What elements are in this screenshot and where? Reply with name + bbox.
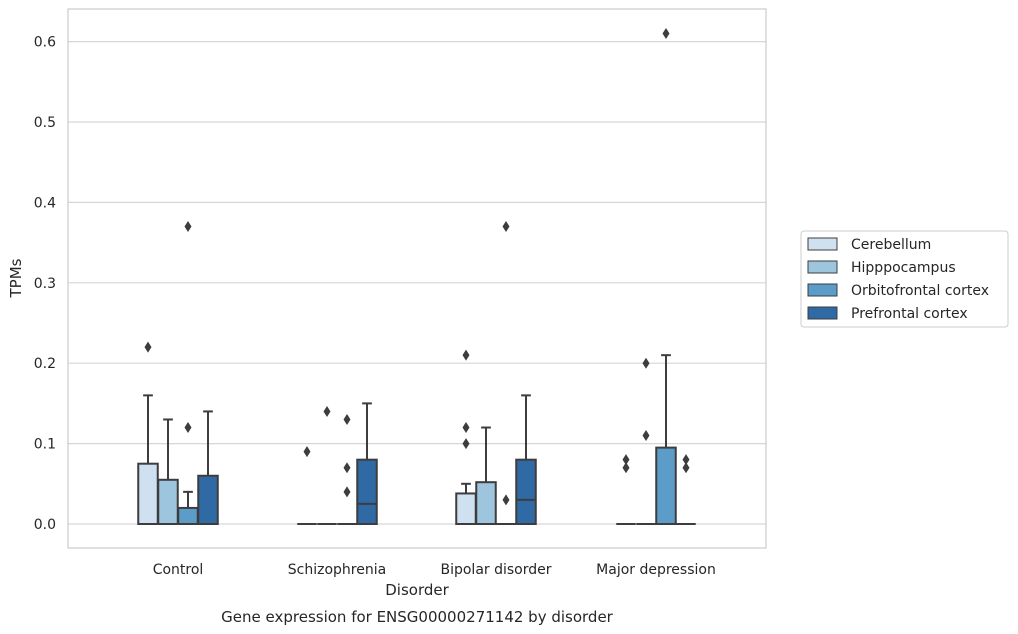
outlier-point — [184, 221, 192, 233]
legend-frame — [800, 230, 1009, 328]
box-group — [137, 341, 159, 526]
box-group — [616, 454, 636, 525]
outlier-point — [622, 454, 630, 466]
x-tick-label: Schizophrenia — [288, 562, 386, 578]
box-group — [676, 454, 696, 525]
box-group — [475, 426, 497, 525]
outlier-point — [462, 438, 470, 450]
box-group — [455, 349, 477, 525]
legend: Cerebellum Hipppocampus Orbitofrontal cort… — [800, 230, 1009, 328]
y-tick-label: 0.5 — [34, 115, 56, 131]
y-tick-label: 0.3 — [34, 276, 56, 292]
y-tick-label: 0.6 — [34, 35, 56, 51]
outlier-point — [622, 462, 630, 474]
box-group — [177, 221, 199, 526]
outlier-point — [343, 486, 351, 498]
outlier-point — [642, 430, 650, 442]
y-tick-labels: 0.0 0.1 0.2 0.3 0.4 0.5 0.6 — [34, 35, 56, 533]
outlier-point — [303, 446, 311, 458]
legend-label: Hipppocampus — [851, 260, 956, 276]
box-body — [157, 478, 179, 525]
box-body — [197, 474, 219, 526]
legend-swatch — [807, 283, 838, 297]
y-tick-label: 0.1 — [34, 437, 56, 453]
x-tick-label: Control — [153, 562, 204, 578]
chart-title: Gene expression for ENSG00000271142 by d… — [221, 608, 614, 626]
y-axis-label: TPMs — [7, 258, 25, 298]
outlier-point — [502, 494, 510, 506]
y-tick-label: 0.2 — [34, 356, 56, 372]
outlier-point — [323, 405, 331, 417]
legend-swatch — [807, 260, 838, 274]
box-group — [297, 446, 317, 525]
outlier-point — [343, 462, 351, 474]
box-group — [655, 28, 677, 525]
box-group — [515, 394, 537, 525]
box-body — [475, 481, 497, 525]
box-group — [197, 410, 219, 526]
outlier-point — [343, 413, 351, 425]
x-tick-label: Bipolar disorder — [440, 562, 551, 578]
box-marks — [137, 28, 696, 526]
outlier-point — [682, 454, 690, 466]
box-body — [177, 506, 199, 526]
legend-label: Cerebellum — [851, 237, 931, 253]
y-tick-label: 0.0 — [34, 517, 56, 533]
outlier-point — [502, 221, 510, 233]
box-body — [655, 446, 677, 525]
outlier-point — [462, 422, 470, 434]
box-group — [157, 418, 179, 525]
box-group — [356, 402, 378, 525]
box-body — [137, 462, 159, 526]
y-tick-label: 0.4 — [34, 195, 56, 211]
box-group — [317, 405, 337, 525]
box-group — [337, 413, 357, 525]
x-tick-labels: Control Schizophrenia Bipolar disorder Majo… — [153, 562, 716, 578]
gridlines — [68, 40, 766, 525]
box-group — [496, 221, 516, 525]
x-axis-label: Disorder — [385, 581, 449, 599]
plot-frame — [67, 8, 767, 549]
x-tick-label: Major depression — [596, 562, 716, 578]
outlier-point — [682, 462, 690, 474]
outlier-point — [462, 349, 470, 361]
outlier-point — [662, 28, 670, 40]
legend-label: Orbitofrontal cortex — [851, 283, 989, 299]
box-body — [515, 458, 537, 525]
outlier-point — [144, 341, 152, 353]
legend-swatch — [807, 237, 838, 251]
outlier-point — [642, 357, 650, 369]
legend-swatch — [807, 306, 838, 320]
outlier-point — [184, 422, 192, 434]
box-body — [455, 492, 477, 525]
box-body — [356, 458, 378, 525]
box-group — [636, 357, 656, 525]
legend-label: Prefrontal cortex — [851, 306, 968, 322]
